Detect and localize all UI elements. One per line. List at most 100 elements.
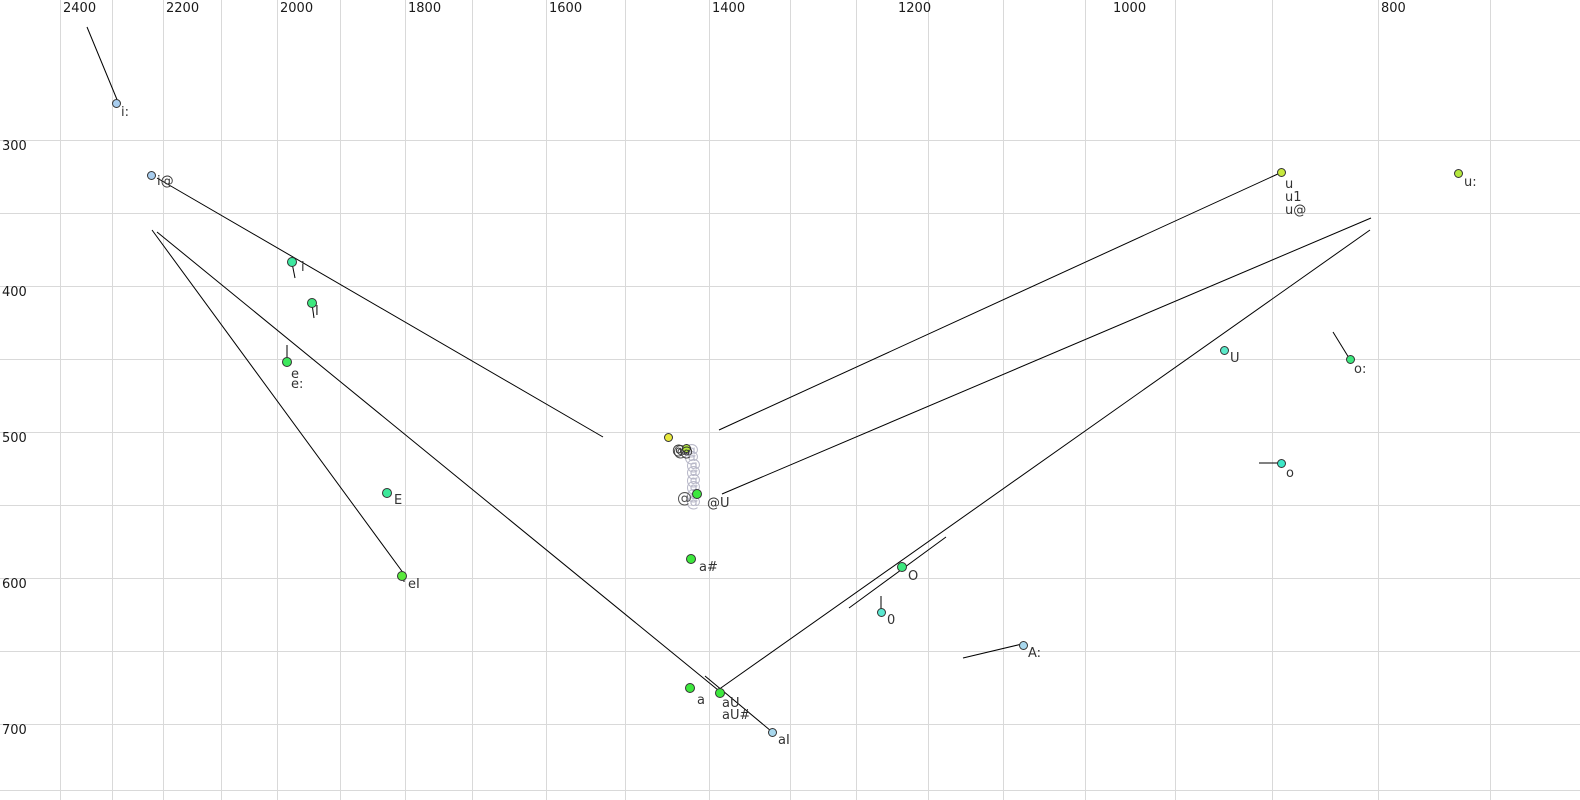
at-glyph-bottom: @ [677,489,692,507]
x-tick-label: 2200 [166,1,200,16]
vowel-point-label: aU# [722,708,751,723]
vowel-point-label: aU [722,696,740,711]
grid-line-vertical [472,0,473,800]
trajectory-line [718,172,1281,431]
grid-line-horizontal [0,432,1580,433]
vowel-point-marker[interactable] [692,489,702,499]
vowel-point-marker[interactable] [146,170,156,180]
grid-line-vertical [790,0,791,800]
vowel-point-label: 0 [887,613,896,628]
vowel-point-marker[interactable] [681,443,691,453]
vowel-point-marker[interactable] [715,688,725,698]
vowel-point-marker[interactable] [663,432,673,442]
vowel-point-marker[interactable] [686,554,696,564]
trajectory-line [721,217,1372,495]
vowel-point-label: o: [1354,362,1367,377]
vowel-point-marker[interactable] [1453,168,1463,178]
y-tick-label: 400 [2,285,27,300]
grid-line-vertical [709,0,710,800]
grid-line-horizontal [0,724,1580,725]
vowel-point-label: @U [707,496,730,511]
trajectory-line [156,231,719,691]
vowel-point-label: i@ [157,174,174,189]
grid-line-vertical [112,0,113,800]
vowel-point-label: u@ [1285,203,1307,218]
vowel-point-marker[interactable] [397,571,407,581]
vowel-point-marker[interactable] [685,683,695,693]
trajectory-line [848,536,947,609]
trajectory-line [1332,331,1350,359]
grid-line-vertical [340,0,341,800]
x-tick-label: 2000 [280,1,314,16]
vowel-point-marker[interactable] [1276,167,1286,177]
vowel-point-marker[interactable] [307,298,317,308]
grid-line-vertical [1175,0,1176,800]
grid-line-vertical [625,0,626,800]
vowel-point-label: o [1286,466,1294,481]
vowel-point-label: aI [778,733,790,748]
grid-line-vertical [1378,0,1379,800]
vowel-point-marker[interactable] [1345,354,1355,364]
grid-line-horizontal [0,505,1580,506]
grid-line-horizontal [0,140,1580,141]
vowel-point-label: I [315,304,319,319]
trajectory-line [156,177,604,438]
vowel-point-label: u [1285,177,1294,192]
grid-line-vertical [221,0,222,800]
grid-line-vertical [856,0,857,800]
x-tick-label: 1400 [712,1,746,16]
grid-line-horizontal [0,651,1580,652]
grid-line-vertical [928,0,929,800]
x-tick-label: 1000 [1113,1,1147,16]
vowel-point-label: O [908,569,919,584]
vowel-point-label: @ [680,445,693,460]
grid-line-vertical [163,0,164,800]
grid-line-horizontal [0,578,1580,579]
at-glyph: @ [686,463,701,482]
vowel-point-marker[interactable] [1219,345,1229,355]
x-tick-label: 2400 [63,1,97,16]
grid-line-horizontal [0,790,1580,791]
vowel-point-label: E [394,493,403,508]
vowel-point-marker[interactable] [382,488,392,498]
grid-line-horizontal [0,213,1580,214]
vowel-point-marker[interactable] [287,257,297,267]
vowel-point-marker[interactable] [876,607,886,617]
vowel-point-marker[interactable] [111,98,121,108]
at-glyph: @ [686,455,701,474]
vowel-point-label: a# [699,560,718,575]
grid-line-vertical [1003,0,1004,800]
grid-line-vertical [60,0,61,800]
at-glyph: @ [684,448,699,467]
grid-line-vertical [546,0,547,800]
grid-line-vertical [405,0,406,800]
grid-line-vertical [1085,0,1086,800]
vowel-point-marker[interactable] [1018,640,1028,650]
vowel-point-label: U [1230,351,1240,366]
vowel-point-label: a [697,693,705,708]
vowel-point-marker[interactable] [767,727,777,737]
grid-line-vertical [277,0,278,800]
vowel-point-label: i [301,260,305,275]
trajectory-line [86,26,119,103]
vowel-point-label: u1 [1285,190,1302,205]
vowel-point-marker[interactable] [282,357,292,367]
y-tick-label: 300 [2,139,27,154]
x-tick-label: 1600 [549,1,583,16]
vowel-point-marker[interactable] [1276,458,1286,468]
at-glyph: @ [686,470,701,489]
x-tick-label: 800 [1381,1,1406,16]
vowel-point-label: e [291,367,299,382]
vowel-point-marker[interactable] [897,562,907,572]
vowel-point-label: e: [291,377,304,392]
grid-line-horizontal [0,286,1580,287]
y-tick-label: 600 [2,577,27,592]
vowel-point-label: A: [1028,646,1042,661]
vowel-point-label: eI [408,577,420,592]
trajectory-line [151,229,405,575]
x-tick-label: 1800 [408,1,442,16]
vowel-point-label: i: [121,105,129,120]
grid-line-horizontal [0,359,1580,360]
y-tick-label: 500 [2,431,27,446]
